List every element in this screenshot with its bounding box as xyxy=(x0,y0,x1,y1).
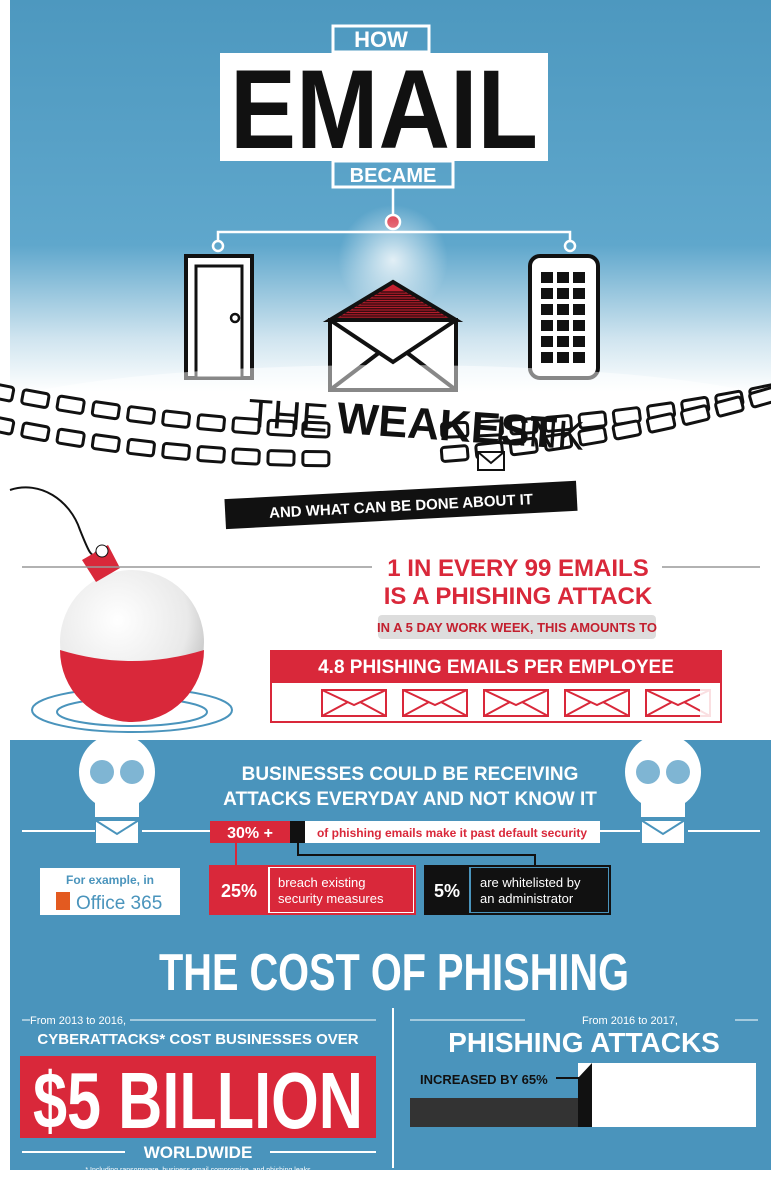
stat: 30% + xyxy=(227,825,273,842)
chain-link xyxy=(92,434,120,451)
the: THE xyxy=(247,391,330,440)
chain-link xyxy=(21,423,49,441)
headline: BUSINESSES COULD BE RECEIVING xyxy=(242,764,579,785)
phone-key xyxy=(557,272,569,283)
footnote: * Including ransomware, business email c… xyxy=(85,1167,311,1174)
phone-key xyxy=(557,336,569,347)
period: From 2013 to 2016, xyxy=(30,1015,126,1027)
chain-link xyxy=(303,452,329,466)
chain-link xyxy=(162,411,189,428)
phone-key xyxy=(541,320,553,331)
white-text: an administrator xyxy=(480,891,574,906)
headline: ATTACKS EVERYDAY AND NOT KNOW IT xyxy=(223,789,597,810)
chain-link xyxy=(92,401,120,419)
white-pct: 5% xyxy=(434,881,460,901)
phone-key xyxy=(557,320,569,331)
infographic: HOW EMAIL BECAME THE WEAKEST LINK AND WH… xyxy=(0,0,771,1179)
increase: INCREASED BY 65% xyxy=(420,1072,548,1087)
skull-eye xyxy=(90,760,114,784)
phone-icon xyxy=(530,256,598,378)
became: BECAME xyxy=(350,165,437,187)
chain-link xyxy=(268,451,294,466)
period: From 2016 to 2017, xyxy=(582,1015,678,1027)
bar-before xyxy=(410,1098,580,1127)
chain-link xyxy=(127,439,154,456)
note: IN A 5 DAY WORK WEEK, THIS AMOUNTS TO xyxy=(377,620,657,635)
phone-key xyxy=(541,336,553,347)
stat-box-black xyxy=(290,821,305,843)
breach-pct: 25% xyxy=(221,881,257,901)
phone-key xyxy=(573,352,585,363)
skull xyxy=(641,795,685,817)
phone-key xyxy=(573,320,585,331)
region: WORLDWIDE xyxy=(144,1143,253,1162)
skull-eye xyxy=(636,760,660,784)
amount: $5 BILLION xyxy=(33,1056,363,1145)
office-logo xyxy=(56,892,70,910)
phone-key xyxy=(557,352,569,363)
phone-key xyxy=(557,304,569,315)
breach-text: security measures xyxy=(278,891,384,906)
skull-eye xyxy=(120,760,144,784)
skull-eye xyxy=(666,760,690,784)
phone-key xyxy=(573,288,585,299)
phone-key xyxy=(541,272,553,283)
phone-key xyxy=(541,304,553,315)
bar-after xyxy=(578,1063,756,1127)
cost-headline: CYBERATTACKS* COST BUSINESSES OVER xyxy=(37,1031,358,1048)
headline: IS A PHISHING ATTACK xyxy=(384,583,653,610)
door-icon xyxy=(186,256,252,378)
headline: 1 IN EVERY 99 EMAILS xyxy=(387,555,648,582)
cost-title: THE COST OF PHISHING xyxy=(159,944,629,1002)
chain-link xyxy=(57,396,85,414)
white-text: are whitelisted by xyxy=(480,875,581,890)
envelope-cut xyxy=(700,684,720,721)
title-block: HOW EMAIL BECAME xyxy=(220,26,548,187)
chain-link xyxy=(613,421,641,440)
phone-key xyxy=(573,272,585,283)
chain-link xyxy=(198,446,225,462)
breach-text: breach existing xyxy=(278,875,365,890)
office: Office 365 xyxy=(76,893,162,914)
banner: 4.8 PHISHING EMAILS PER EMPLOYEE xyxy=(318,657,674,678)
chain-link xyxy=(162,443,189,459)
phone-key xyxy=(541,352,553,363)
chain-link xyxy=(198,415,225,431)
link: LINK xyxy=(494,409,586,459)
stat-text: of phishing emails make it past default … xyxy=(317,826,587,840)
example: For example, in xyxy=(66,873,154,887)
skull xyxy=(95,795,139,817)
chain-link xyxy=(57,429,85,447)
phone-key xyxy=(573,304,585,315)
chain-link xyxy=(21,390,49,408)
phone-key xyxy=(573,336,585,347)
chain-link xyxy=(127,406,155,423)
email: EMAIL xyxy=(230,47,538,172)
phone-key xyxy=(541,288,553,299)
phone-key xyxy=(557,288,569,299)
cost-headline: PHISHING ATTACKS xyxy=(448,1027,720,1058)
chain-link xyxy=(233,449,260,464)
